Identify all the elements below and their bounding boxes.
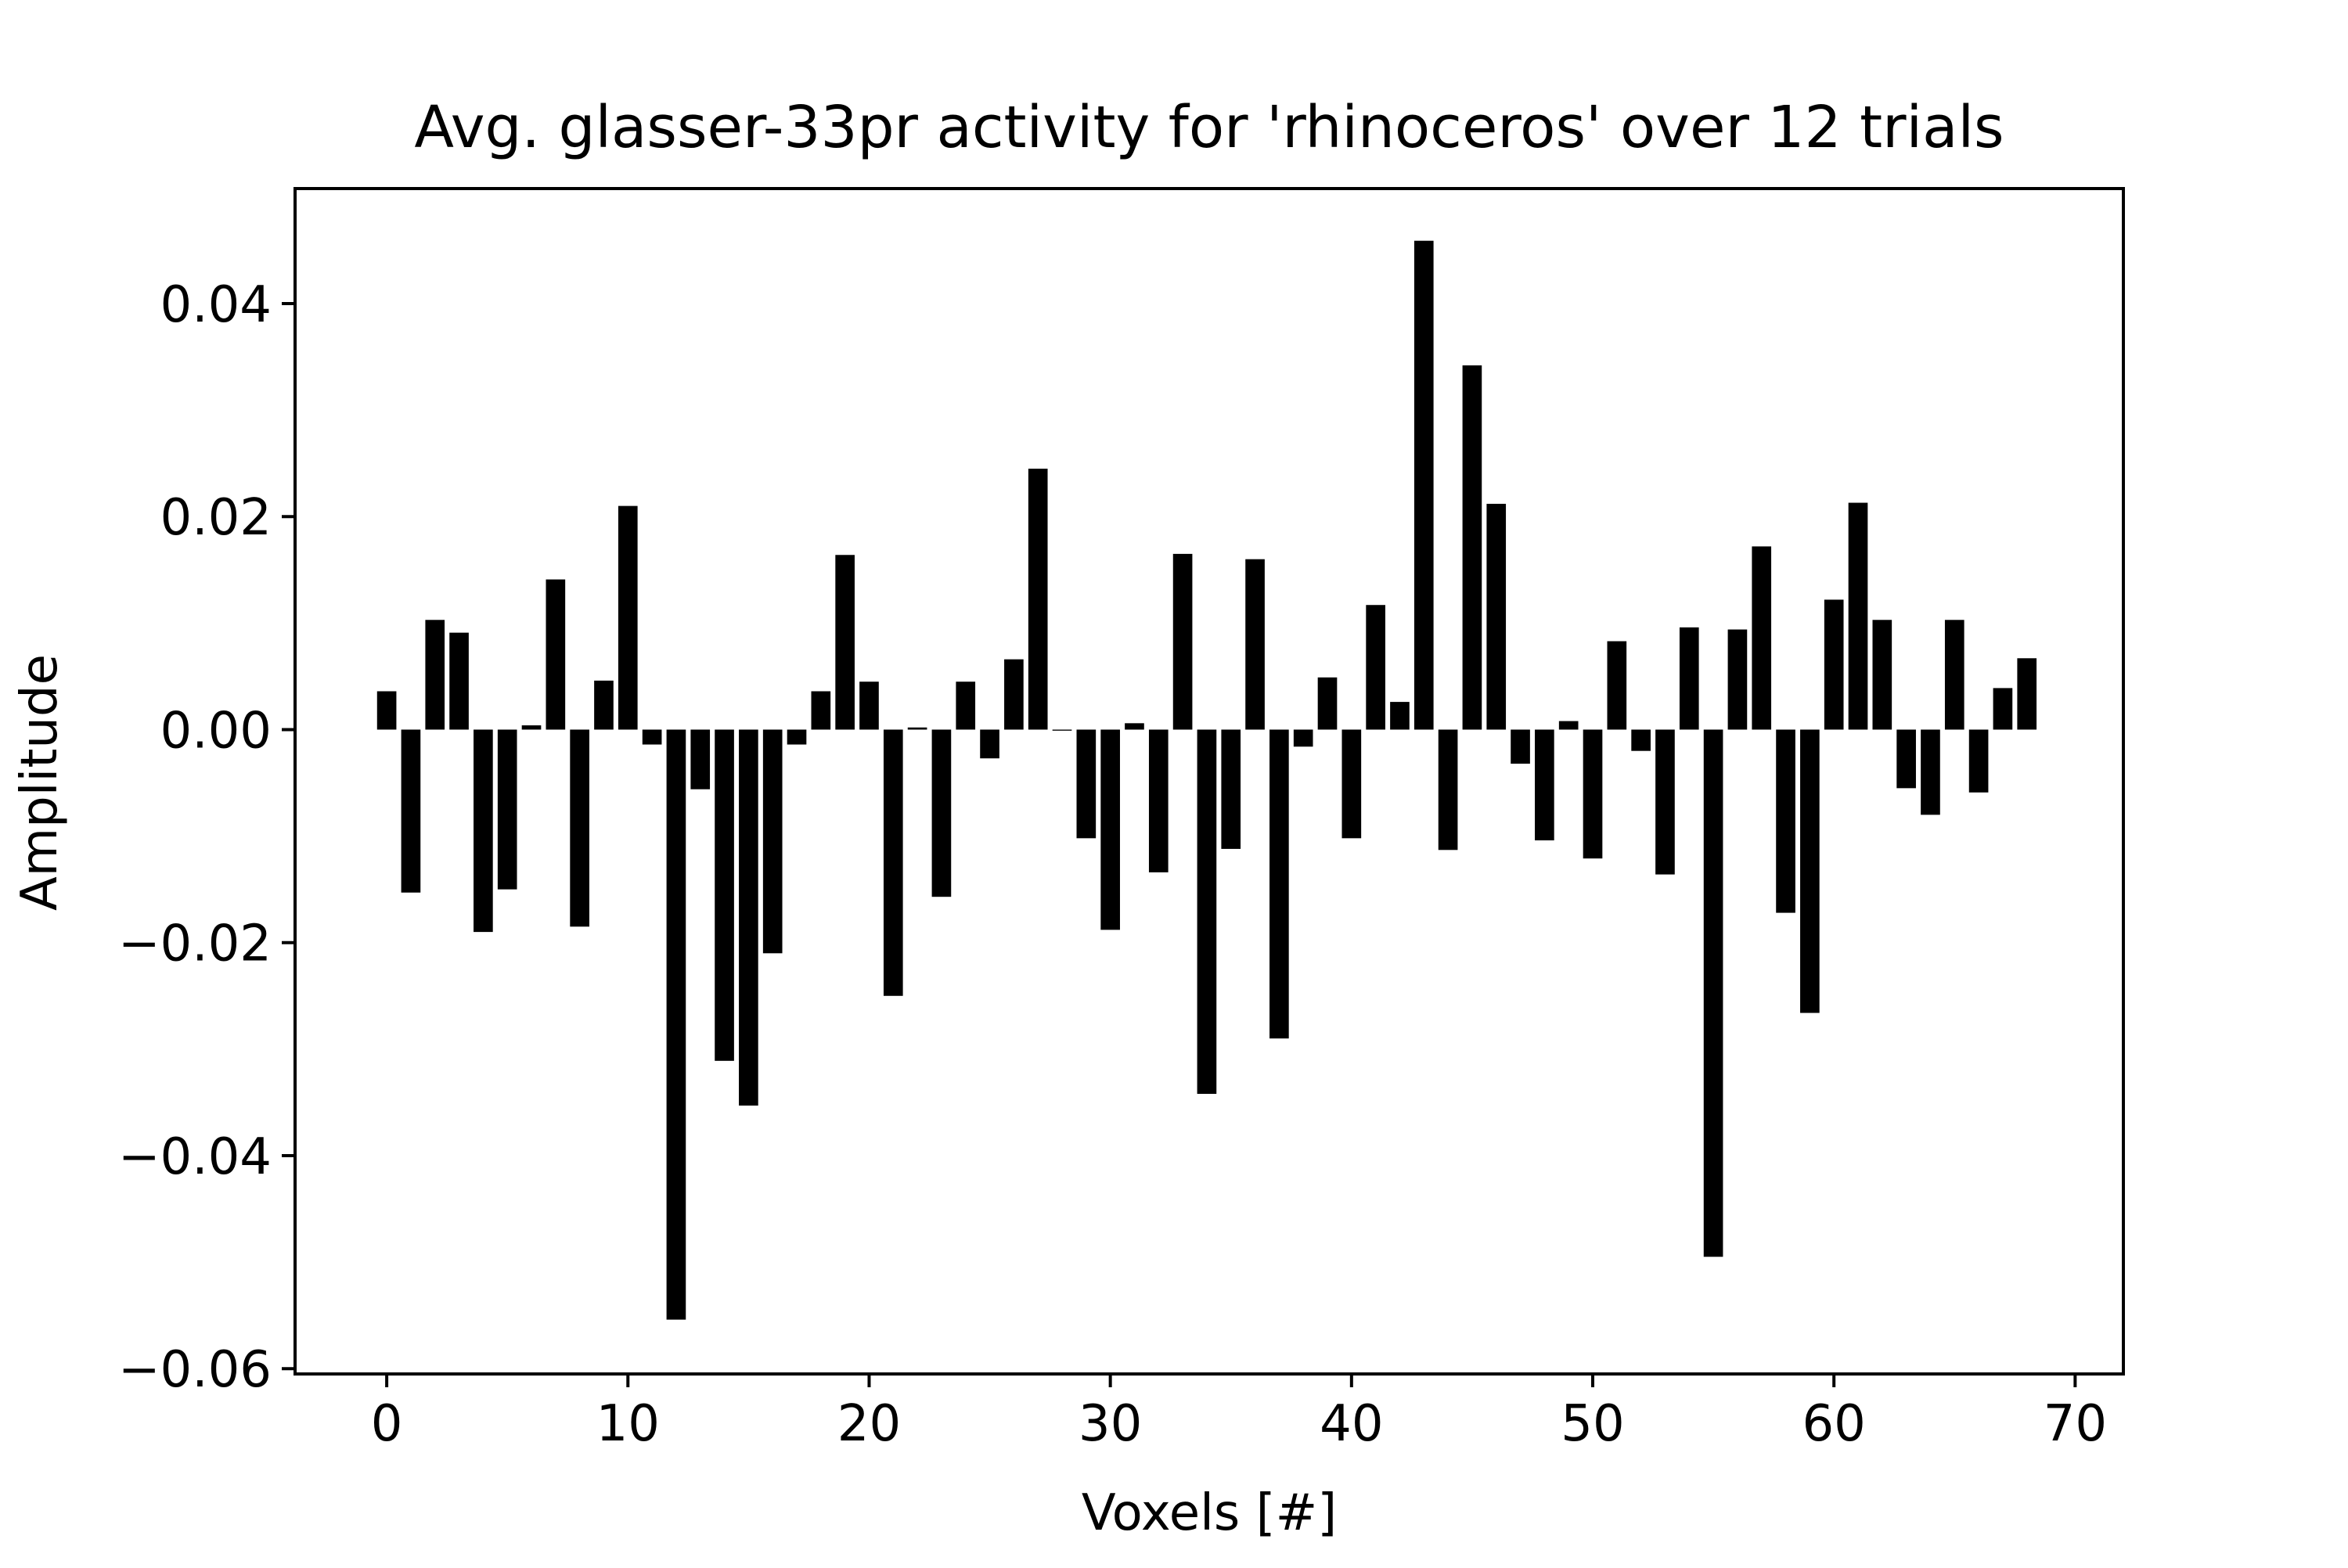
bar-voxel-37	[1269, 729, 1289, 1039]
y-tick-label: 0.04	[160, 276, 272, 334]
x-tick-label: 30	[1079, 1395, 1142, 1453]
bar-voxel-36	[1245, 559, 1265, 730]
bar-voxel-8	[570, 729, 589, 927]
bar-voxel-34	[1197, 729, 1217, 1095]
bar-voxel-59	[1800, 729, 1820, 1013]
plot-area-frame	[294, 187, 2125, 1376]
x-tick-label: 50	[1561, 1395, 1624, 1453]
bar-voxel-12	[666, 729, 686, 1320]
bar-voxel-18	[811, 691, 831, 730]
bar-voxel-58	[1776, 729, 1795, 913]
bar-voxel-4	[474, 729, 493, 933]
bar-voxel-65	[1944, 620, 1964, 730]
bar-voxel-30	[1100, 729, 1120, 930]
bar-voxel-52	[1631, 729, 1651, 751]
y-tick-label: 0.02	[160, 489, 272, 547]
bar-voxel-6	[521, 725, 542, 730]
bar-voxel-15	[739, 729, 758, 1106]
bar-voxel-10	[618, 505, 638, 730]
bar-voxel-17	[787, 729, 807, 745]
bar-voxel-64	[1921, 729, 1940, 815]
bar-voxel-33	[1172, 553, 1193, 730]
bar-voxel-19	[835, 555, 855, 730]
bar-voxel-57	[1752, 546, 1772, 730]
bar-voxel-48	[1535, 729, 1554, 841]
bar-voxel-7	[546, 579, 566, 730]
bar-voxel-22	[907, 727, 927, 730]
bar-voxel-13	[690, 729, 711, 789]
y-tick-label: −0.04	[118, 1128, 272, 1186]
y-tick-label: −0.06	[118, 1341, 272, 1399]
bar-voxel-45	[1462, 365, 1482, 730]
bar-voxel-61	[1848, 502, 1868, 730]
bar-voxel-50	[1583, 729, 1603, 859]
bar-voxel-54	[1679, 627, 1699, 730]
bar-voxel-23	[931, 729, 952, 897]
bar-voxel-25	[980, 729, 999, 759]
bar-voxel-20	[859, 682, 879, 730]
bar-voxel-3	[449, 632, 469, 730]
bar-voxel-31	[1125, 723, 1144, 730]
x-tick-label: 60	[1802, 1395, 1865, 1453]
bar-voxel-28	[1052, 729, 1072, 731]
bar-voxel-5	[497, 729, 517, 890]
bar-voxel-26	[1004, 659, 1024, 730]
bar-voxel-67	[1993, 688, 2013, 730]
bar-voxel-35	[1221, 729, 1241, 849]
bar-voxel-42	[1390, 702, 1410, 730]
y-axis-ticks: 0.04 0.02 0.00 −0.02 −0.04 −0.06	[118, 276, 295, 1399]
bar-voxel-41	[1366, 605, 1385, 730]
y-axis-label: Amplitude	[11, 654, 69, 911]
bar-voxel-9	[594, 680, 614, 730]
bar-voxel-39	[1317, 677, 1338, 730]
bar-voxel-24	[956, 682, 976, 730]
x-tick-label: 40	[1320, 1395, 1383, 1453]
bar-voxel-53	[1655, 729, 1675, 875]
bar-voxel-66	[1968, 729, 1989, 793]
x-axis-label: Voxels [#]	[1082, 1484, 1337, 1542]
bar-voxel-11	[642, 729, 662, 745]
bar-voxel-68	[2017, 658, 2037, 730]
x-axis-ticks: 0 10 20 30 40 50 60 70	[371, 1374, 2107, 1453]
chart-title: Avg. glasser-33pr activity for 'rhinocer…	[414, 94, 2004, 161]
y-tick-label: −0.02	[118, 915, 272, 973]
x-tick-label: 10	[596, 1395, 660, 1453]
bar-voxel-51	[1607, 641, 1627, 730]
bar-voxel-55	[1703, 729, 1723, 1257]
bar-voxel-40	[1341, 729, 1362, 839]
bar-voxel-62	[1872, 620, 1892, 730]
bars	[376, 240, 2037, 1320]
bar-voxel-21	[883, 729, 903, 996]
bar-voxel-60	[1824, 599, 1844, 730]
bar-voxel-14	[715, 729, 734, 1061]
x-tick-label: 70	[2044, 1395, 2107, 1453]
bar-voxel-43	[1413, 240, 1434, 730]
bar-voxel-1	[401, 729, 421, 893]
bar-voxel-32	[1148, 729, 1169, 872]
x-tick-label: 0	[371, 1395, 403, 1453]
bar-voxel-46	[1486, 503, 1507, 730]
bar-voxel-63	[1896, 729, 1916, 789]
bar-voxel-29	[1076, 729, 1097, 839]
x-tick-label: 20	[837, 1395, 901, 1453]
bar-voxel-38	[1293, 729, 1313, 747]
bar-voxel-27	[1028, 468, 1048, 730]
y-tick-label: 0.00	[160, 702, 272, 760]
bar-voxel-49	[1558, 721, 1579, 730]
bar-voxel-2	[425, 620, 445, 730]
bar-voxel-47	[1511, 729, 1530, 764]
bar-voxel-56	[1727, 629, 1748, 730]
bar-voxel-16	[762, 729, 783, 954]
bar-voxel-44	[1438, 729, 1458, 851]
bar-voxel-0	[376, 691, 397, 730]
